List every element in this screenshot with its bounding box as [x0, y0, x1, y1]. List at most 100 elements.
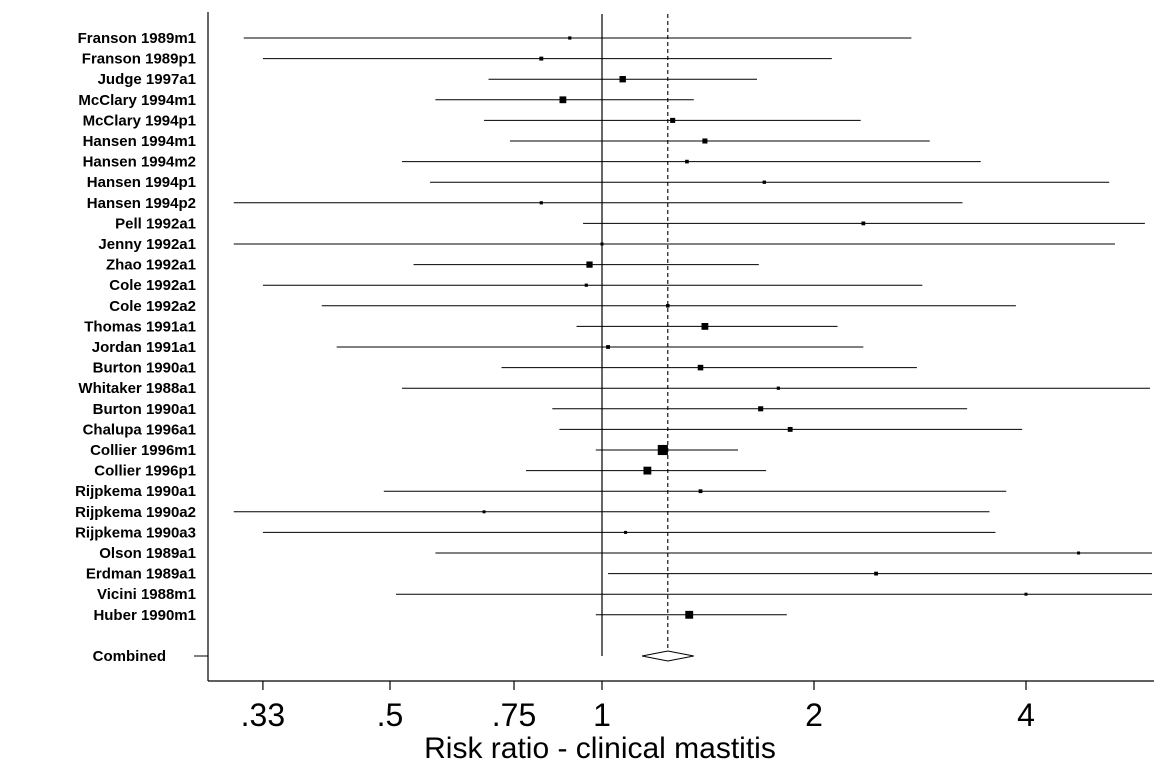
study-row: Hansen 1994m1 [83, 133, 930, 150]
study-row: Olson 1989a1 [99, 545, 1152, 562]
study-label: McClary 1994m1 [78, 92, 196, 109]
study-row: Pell 1992a1 [115, 215, 1145, 232]
study-row: Zhao 1992a1 [106, 257, 759, 274]
point-estimate-marker [758, 406, 764, 412]
point-estimate-marker [697, 364, 704, 371]
study-label: Jenny 1992a1 [98, 236, 196, 253]
study-label: Pell 1992a1 [115, 215, 196, 232]
study-label: Collier 1996m1 [90, 442, 196, 459]
study-row: Judge 1997a1 [98, 71, 758, 88]
x-tick-label: .33 [241, 697, 285, 733]
point-estimate-marker [600, 242, 604, 246]
study-row: Cole 1992a1 [109, 277, 923, 294]
point-estimate-marker [539, 56, 544, 61]
point-estimate-marker [584, 283, 588, 287]
study-row: Whitaker 1988a1 [78, 380, 1151, 397]
study-label: Hansen 1994m2 [83, 154, 196, 171]
study-row: Rijpkema 1990a3 [75, 524, 996, 541]
point-estimate-marker [624, 530, 628, 534]
point-estimate-marker [776, 386, 780, 390]
x-axis: .33 .5 .75 1 2 4 [241, 681, 1035, 733]
point-estimate-marker [643, 466, 652, 475]
point-estimate-marker [657, 444, 668, 456]
study-row: Erdman 1989a1 [86, 566, 1152, 583]
study-row: Franson 1989p1 [82, 51, 832, 68]
plot-frame [207, 12, 1154, 682]
study-row: Collier 1996m1 [90, 442, 739, 459]
study-row: Burton 1990a1 [93, 401, 968, 418]
study-row: Burton 1990a1 [93, 360, 917, 377]
study-row: Vicini 1988m1 [97, 586, 1152, 603]
study-row: Collier 1996p1 [94, 463, 767, 480]
study-row: Hansen 1994m2 [83, 154, 981, 171]
study-label: Olson 1989a1 [99, 545, 196, 562]
point-estimate-marker [702, 138, 708, 144]
x-axis-title: Risk ratio - clinical mastitis [424, 732, 776, 765]
point-estimate-marker [586, 261, 593, 268]
x-tick-label: .5 [377, 697, 404, 733]
study-label: Rijpkema 1990a1 [75, 483, 196, 500]
study-label: Hansen 1994p1 [87, 174, 196, 191]
point-estimate-marker [685, 610, 694, 619]
study-label: Rijpkema 1990a3 [75, 524, 196, 541]
study-label: Cole 1992a2 [109, 298, 196, 315]
study-label: Rijpkema 1990a2 [75, 504, 196, 521]
point-estimate-marker [606, 345, 610, 349]
study-label: Vicini 1988m1 [97, 586, 196, 603]
study-label: Huber 1990m1 [93, 607, 196, 624]
study-label: Erdman 1989a1 [86, 566, 196, 583]
study-row: Jordan 1991a1 [92, 339, 864, 356]
study-label: Judge 1997a1 [98, 71, 196, 88]
reference-lines [601, 14, 669, 656]
study-label: Chalupa 1996a1 [83, 421, 196, 438]
study-label: Collier 1996p1 [94, 463, 196, 480]
study-row: Chalupa 1996a1 [83, 421, 1023, 438]
point-estimate-marker [701, 323, 709, 330]
point-estimate-marker [762, 180, 766, 184]
point-estimate-marker [539, 201, 543, 205]
point-estimate-marker [559, 96, 567, 104]
study-label: Hansen 1994p2 [87, 195, 196, 212]
point-estimate-marker [670, 117, 676, 123]
study-row: Rijpkema 1990a2 [75, 504, 990, 521]
point-estimate-marker [619, 76, 626, 83]
combined-diamond [641, 650, 694, 662]
x-tick-label: .75 [492, 697, 536, 733]
point-estimate-marker [787, 426, 793, 432]
study-label: Burton 1990a1 [93, 401, 196, 418]
study-label: Burton 1990a1 [93, 360, 196, 377]
study-label: Hansen 1994m1 [83, 133, 196, 150]
x-tick-label: 2 [805, 697, 823, 733]
study-row: Huber 1990m1 [93, 607, 787, 624]
study-label: McClary 1994p1 [83, 112, 196, 129]
study-row: Rijpkema 1990a1 [75, 483, 1007, 500]
point-estimate-marker [1077, 551, 1081, 555]
study-label: Thomas 1991a1 [84, 318, 196, 335]
study-label: Zhao 1992a1 [106, 257, 196, 274]
study-label: Whitaker 1988a1 [78, 380, 196, 397]
x-tick-label: 4 [1017, 697, 1035, 733]
study-label: Cole 1992a1 [109, 277, 196, 294]
study-row: Franson 1989m1 [78, 30, 912, 47]
study-row: Jenny 1992a1 [98, 236, 1115, 253]
point-estimate-marker [666, 304, 670, 308]
point-estimate-marker [685, 159, 689, 164]
study-row: Cole 1992a2 [109, 298, 1016, 315]
study-rows: Franson 1989m1 Franson 1989p1 Judge 1997a1… [75, 30, 1152, 665]
study-row: Hansen 1994p2 [87, 195, 963, 212]
study-row: McClary 1994m1 [78, 92, 694, 109]
study-label: Franson 1989m1 [78, 30, 196, 47]
study-label: Franson 1989p1 [82, 51, 196, 68]
point-estimate-marker [874, 571, 878, 576]
study-row: Thomas 1991a1 [84, 318, 838, 335]
study-label: Jordan 1991a1 [92, 339, 196, 356]
combined-row: Combined [93, 648, 694, 665]
point-estimate-marker [482, 510, 486, 514]
point-estimate-marker [568, 36, 572, 40]
point-estimate-marker [861, 221, 866, 226]
combined-label: Combined [93, 648, 166, 665]
study-row: McClary 1994p1 [83, 112, 861, 129]
point-estimate-marker [698, 489, 703, 494]
point-estimate-marker [1024, 592, 1028, 596]
